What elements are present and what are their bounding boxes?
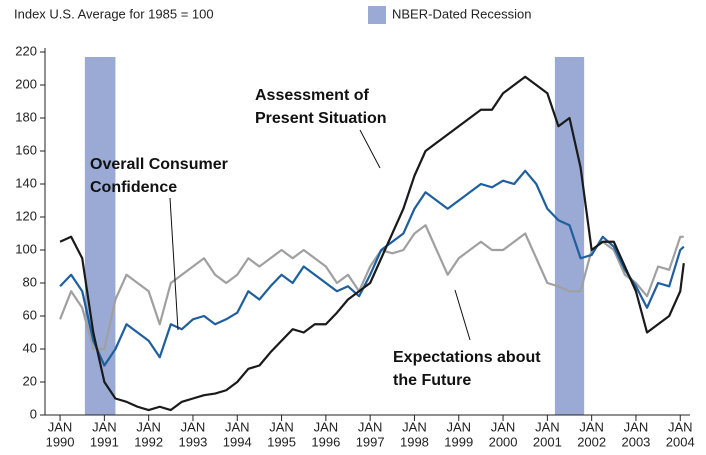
y-tick-label: 200	[15, 76, 37, 91]
y-tick-label: 40	[23, 340, 37, 355]
legend-label: NBER-Dated Recession	[392, 6, 531, 21]
x-tick-label: 1998	[400, 434, 429, 449]
annotation-leader	[359, 129, 381, 169]
subtitle: Index U.S. Average for 1985 = 100	[14, 6, 214, 21]
x-tick-month: JAN	[446, 419, 471, 434]
annotation: Assessment of	[255, 87, 369, 104]
y-tick-label: 120	[15, 208, 37, 223]
x-tick-label: 1993	[178, 434, 207, 449]
x-tick-month: JAN	[358, 419, 383, 434]
x-tick-label: 1994	[223, 434, 252, 449]
x-tick-label: 2004	[666, 434, 695, 449]
y-tick-label: 140	[15, 175, 37, 190]
x-tick-month: JAN	[402, 419, 427, 434]
y-tick-label: 100	[15, 241, 37, 256]
x-tick-label: 2002	[577, 434, 606, 449]
x-tick-label: 2003	[621, 434, 650, 449]
x-tick-month: JAN	[624, 419, 649, 434]
x-tick-label: 1997	[356, 434, 385, 449]
x-tick-month: JAN	[535, 419, 560, 434]
x-tick-month: JAN	[136, 419, 161, 434]
x-tick-month: JAN	[314, 419, 339, 434]
series-line	[59, 75, 685, 412]
annotation: Present Situation	[255, 110, 387, 127]
x-tick-month: JAN	[48, 419, 73, 434]
series-line	[59, 224, 684, 351]
annotation-leader	[169, 197, 179, 331]
x-tick-month: JAN	[491, 419, 516, 434]
x-tick-label: 1992	[134, 434, 163, 449]
recession-band	[554, 57, 585, 415]
x-tick-label: 1991	[90, 434, 119, 449]
x-tick-month: JAN	[181, 419, 206, 434]
series-line	[59, 169, 685, 367]
annotation-leader	[454, 289, 471, 341]
x-tick-label: 2000	[489, 434, 518, 449]
x-tick-label: 1995	[267, 434, 296, 449]
annotation: Expectations about	[393, 349, 541, 366]
x-tick-month: JAN	[668, 419, 693, 434]
y-tick-label: 160	[15, 142, 37, 157]
x-tick-label: 1999	[444, 434, 473, 449]
x-tick-month: JAN	[225, 419, 250, 434]
annotation: the Future	[393, 372, 471, 389]
x-tick-month: JAN	[92, 419, 117, 434]
legend-swatch	[368, 6, 386, 24]
y-tick-label: 80	[23, 274, 37, 289]
x-tick-label: 2001	[533, 434, 562, 449]
x-tick-label: 1990	[46, 434, 75, 449]
x-tick-month: JAN	[269, 419, 294, 434]
y-tick-label: 0	[30, 406, 37, 421]
annotation: Overall Consumer	[90, 156, 228, 173]
y-tick-label: 180	[15, 109, 37, 124]
annotation: Confidence	[90, 179, 177, 196]
y-tick-label: 60	[23, 307, 37, 322]
x-tick-label: 1996	[311, 434, 340, 449]
y-tick-label: 220	[15, 43, 37, 58]
y-tick-label: 20	[23, 373, 37, 388]
x-tick-month: JAN	[579, 419, 604, 434]
